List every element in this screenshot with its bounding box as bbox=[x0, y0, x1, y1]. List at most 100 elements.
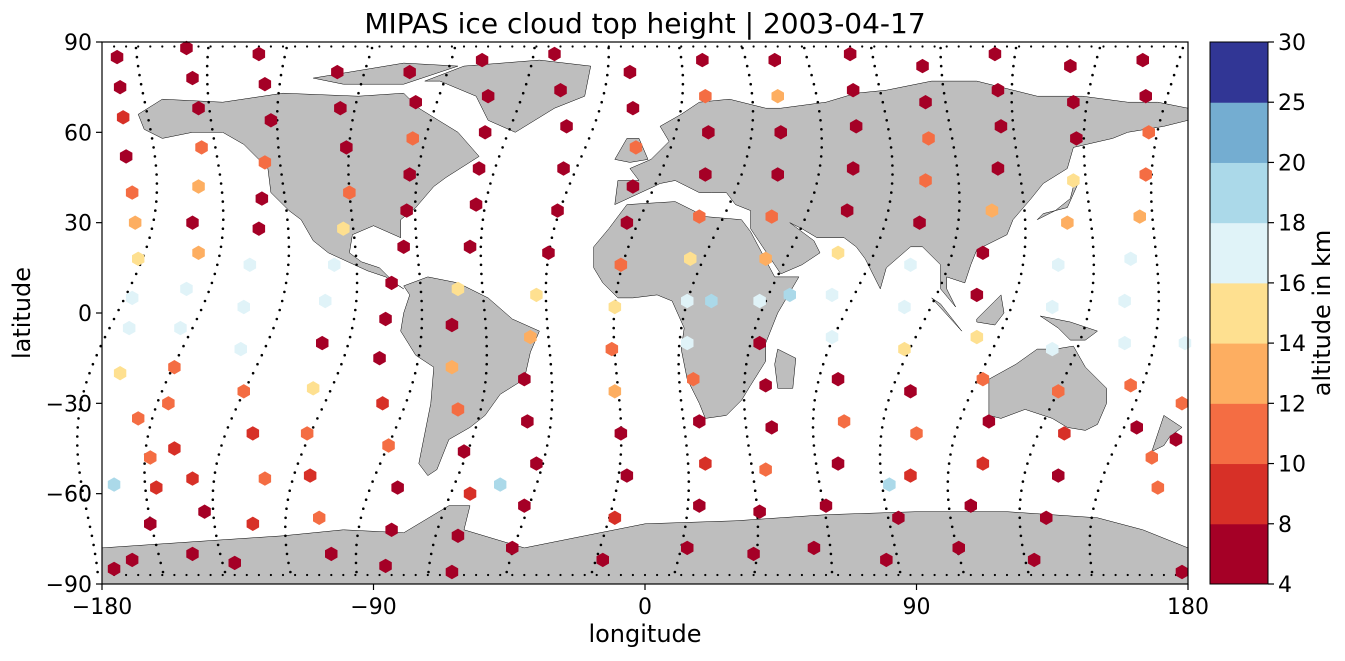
track-dot bbox=[890, 182, 894, 185]
track-dot bbox=[293, 471, 297, 474]
track-dot bbox=[681, 317, 685, 321]
cloud-marker bbox=[904, 384, 917, 399]
track-dot bbox=[197, 573, 200, 577]
track-dot bbox=[328, 390, 332, 393]
track-dot bbox=[1054, 45, 1057, 48]
cloud-marker bbox=[125, 290, 139, 306]
x-tick-label: 0 bbox=[638, 595, 652, 620]
track-dot bbox=[95, 353, 98, 357]
track-dot bbox=[287, 245, 291, 249]
track-dot bbox=[954, 155, 957, 158]
track-dot bbox=[1083, 164, 1086, 167]
track-dot bbox=[318, 45, 321, 48]
track-dot bbox=[946, 489, 950, 493]
cloud-marker bbox=[373, 351, 386, 366]
track-dot bbox=[99, 344, 102, 348]
track-dot bbox=[286, 498, 290, 502]
track-dot bbox=[884, 218, 888, 221]
track-dot bbox=[825, 353, 828, 357]
track-dot bbox=[415, 245, 419, 249]
track-dot bbox=[533, 46, 536, 50]
cloud-marker bbox=[557, 161, 570, 176]
track-dot bbox=[753, 326, 757, 330]
track-dot bbox=[619, 573, 623, 577]
track-dot bbox=[405, 399, 409, 402]
track-dot bbox=[815, 182, 818, 185]
track-dot bbox=[886, 516, 890, 520]
track-dot bbox=[890, 390, 893, 393]
track-dot bbox=[351, 227, 355, 230]
track-dot bbox=[511, 573, 514, 577]
track-dot bbox=[220, 191, 224, 194]
track-dot bbox=[130, 281, 134, 285]
track-dot bbox=[776, 45, 779, 48]
track-dot bbox=[414, 200, 417, 203]
track-dot bbox=[686, 453, 689, 456]
track-dot bbox=[144, 489, 147, 493]
track-dot bbox=[161, 45, 164, 48]
track-dot bbox=[814, 91, 818, 95]
track-dot bbox=[82, 390, 86, 393]
track-dot bbox=[595, 45, 598, 48]
track-dot bbox=[956, 426, 959, 429]
cloud-marker bbox=[328, 257, 341, 272]
track-dot bbox=[880, 426, 884, 429]
track-dot bbox=[895, 552, 898, 556]
track-dot bbox=[1122, 426, 1126, 429]
track-dot bbox=[887, 209, 890, 212]
track-dot bbox=[656, 573, 659, 577]
track-dot bbox=[818, 164, 822, 167]
track-dot bbox=[810, 200, 813, 203]
track-dot bbox=[1155, 326, 1159, 330]
cloud-marker bbox=[180, 40, 193, 56]
track-dot bbox=[548, 426, 552, 429]
track-dot bbox=[933, 45, 936, 48]
track-dot bbox=[523, 573, 526, 577]
cloud-marker bbox=[759, 462, 772, 477]
track-dot bbox=[1084, 182, 1088, 185]
track-dot bbox=[316, 417, 319, 420]
track-dot bbox=[125, 573, 128, 577]
track-dot bbox=[1021, 191, 1024, 194]
track-dot bbox=[286, 227, 290, 230]
track-dot bbox=[992, 344, 996, 348]
track-dot bbox=[1010, 110, 1014, 113]
track-dot bbox=[96, 570, 99, 574]
track-dot bbox=[247, 381, 250, 384]
track-dot bbox=[680, 100, 684, 104]
track-dot bbox=[680, 326, 683, 330]
cloud-marker bbox=[807, 540, 821, 556]
track-dot bbox=[754, 561, 758, 565]
track-dot bbox=[211, 507, 215, 511]
track-dot bbox=[678, 552, 681, 556]
cloud-marker bbox=[1139, 89, 1152, 104]
track-dot bbox=[479, 263, 483, 267]
track-dot bbox=[559, 45, 562, 48]
track-dot bbox=[914, 335, 917, 339]
cloud-marker bbox=[451, 528, 465, 543]
track-dot bbox=[618, 272, 622, 276]
cloud-marker bbox=[1124, 378, 1137, 393]
track-dot bbox=[1084, 110, 1087, 113]
track-dot bbox=[390, 435, 394, 438]
track-dot bbox=[485, 335, 488, 339]
cloud-marker bbox=[1067, 173, 1080, 188]
track-dot bbox=[550, 236, 554, 239]
track-dot bbox=[768, 290, 772, 294]
track-dot bbox=[223, 435, 226, 438]
cloud-marker bbox=[883, 477, 896, 492]
track-dot bbox=[160, 390, 164, 393]
track-dot bbox=[755, 498, 758, 502]
orbit-track bbox=[590, 46, 685, 574]
track-dot bbox=[859, 281, 862, 285]
track-dot bbox=[1082, 137, 1086, 140]
track-dot bbox=[854, 290, 858, 294]
track-dot bbox=[993, 573, 997, 577]
track-dot bbox=[157, 399, 160, 402]
track-dot bbox=[482, 299, 485, 303]
cloud-marker bbox=[702, 125, 715, 140]
cloud-marker bbox=[192, 101, 205, 116]
track-dot bbox=[725, 209, 728, 212]
track-dot bbox=[947, 119, 950, 122]
track-dot bbox=[678, 335, 682, 339]
